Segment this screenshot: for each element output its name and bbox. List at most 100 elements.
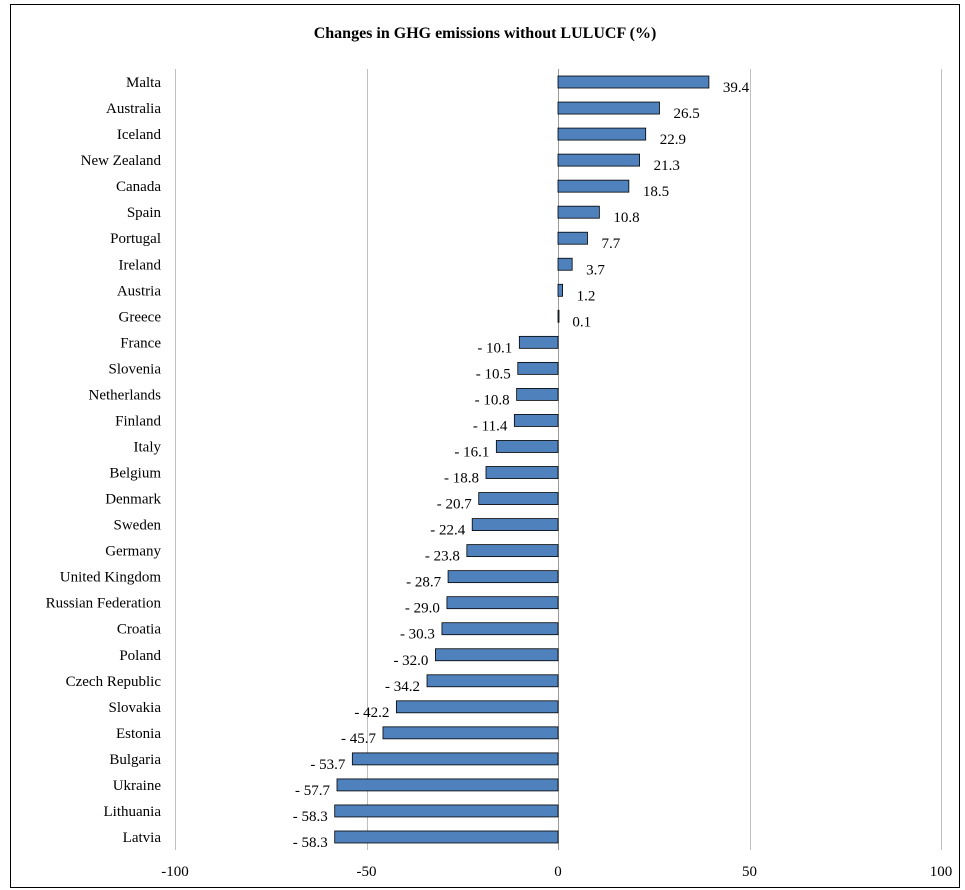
- data-label: - 16.1: [454, 444, 489, 460]
- x-tick-label: 50: [742, 864, 757, 880]
- bar: [516, 388, 559, 401]
- bar: [557, 257, 573, 271]
- bar: [351, 752, 559, 766]
- category-label: Finland: [115, 413, 161, 429]
- category-label: United Kingdom: [60, 570, 162, 586]
- bar: [495, 440, 559, 453]
- category-label: Italy: [134, 439, 162, 455]
- data-label: - 29.0: [405, 601, 440, 617]
- category-label: Canada: [116, 179, 161, 195]
- bar: [513, 414, 559, 427]
- x-tick-label: 100: [930, 864, 953, 880]
- data-label: - 18.8: [444, 471, 479, 487]
- bar: [447, 570, 559, 584]
- category-label: Bulgaria: [109, 752, 161, 768]
- data-label: - 10.5: [476, 366, 511, 382]
- category-label: Australia: [106, 101, 161, 117]
- data-label: - 10.8: [475, 392, 510, 408]
- data-label: - 34.2: [385, 679, 420, 695]
- data-label: - 30.3: [400, 627, 435, 643]
- category-label: Austria: [117, 283, 162, 299]
- bar: [517, 361, 559, 375]
- x-tick-label: -50: [357, 864, 377, 880]
- bar: [446, 596, 559, 610]
- category-label: Spain: [127, 205, 162, 221]
- bar: [382, 726, 559, 740]
- data-labels: 39.4 26.5 22.9 21.3 18.510.8 7.7 3.7 1.2 0.1 - 10…: [293, 80, 750, 851]
- category-label: Latvia: [123, 830, 162, 846]
- data-label: 0.1: [572, 314, 591, 330]
- data-label: - 11.4: [473, 418, 508, 434]
- category-label: Russian Federation: [46, 596, 162, 612]
- gridlines: [175, 69, 942, 850]
- category-label: Lithuania: [104, 804, 162, 820]
- bar: [336, 778, 559, 792]
- category-labels: Malta Australia Iceland New Zealand Canada Sp…: [46, 75, 162, 846]
- category-label: France: [120, 335, 161, 351]
- data-label: - 28.7: [406, 575, 441, 591]
- bar: [557, 205, 600, 219]
- category-label: Greece: [119, 309, 162, 325]
- data-label: 1.2: [577, 288, 596, 304]
- category-label: Ukraine: [113, 778, 162, 794]
- bar: [466, 544, 559, 558]
- category-label: Portugal: [110, 231, 161, 247]
- bar: [557, 101, 660, 115]
- bar: [557, 283, 563, 297]
- bar: [557, 153, 640, 167]
- data-label: - 53.7: [310, 757, 345, 773]
- data-label: 10.8: [613, 210, 639, 226]
- x-tick-label: -100: [161, 864, 189, 880]
- bar: [435, 648, 559, 662]
- bars: [334, 75, 710, 844]
- category-label: Poland: [119, 648, 161, 664]
- data-label: - 45.7: [341, 731, 376, 747]
- bar: [334, 804, 559, 818]
- data-label: - 22.4: [430, 523, 465, 539]
- chart-frame: [10, 4, 960, 888]
- category-label: Sweden: [114, 518, 162, 534]
- category-label: Belgium: [109, 466, 161, 482]
- data-label: - 42.2: [354, 705, 389, 721]
- bar: [478, 492, 559, 505]
- data-label: - 32.0: [393, 653, 428, 669]
- data-label: - 58.3: [293, 835, 328, 851]
- category-label: Ireland: [119, 257, 162, 273]
- data-label: 7.7: [601, 236, 620, 252]
- category-label: Slovenia: [109, 361, 162, 377]
- bar: [557, 127, 647, 141]
- category-label: Netherlands: [89, 387, 162, 403]
- bar: [557, 75, 710, 89]
- category-label: Slovakia: [109, 700, 162, 716]
- category-label: Denmark: [105, 492, 161, 508]
- data-label: - 20.7: [437, 497, 472, 513]
- data-label: - 23.8: [425, 549, 460, 565]
- bar: [557, 231, 588, 245]
- bar: [426, 674, 559, 688]
- x-tick-label: 0: [554, 864, 562, 880]
- bar: [441, 622, 559, 636]
- bar: [557, 179, 630, 193]
- bar: [395, 700, 559, 714]
- category-label: Germany: [105, 544, 161, 560]
- chart-title: Changes in GHG emissions without LULUCF …: [314, 25, 657, 42]
- data-label: - 57.7: [295, 783, 330, 799]
- data-label: 26.5: [673, 106, 699, 122]
- data-label: 18.5: [643, 184, 669, 200]
- category-label: Malta: [126, 75, 161, 91]
- bar: [334, 830, 559, 844]
- bar: [557, 309, 560, 323]
- category-label: Iceland: [117, 127, 162, 143]
- category-label: Czech Republic: [66, 674, 162, 690]
- category-label: Croatia: [117, 622, 161, 638]
- data-label: - 58.3: [293, 809, 328, 825]
- data-label: 22.9: [660, 132, 686, 148]
- x-axis-ticks: -100 -50 0 50 100: [161, 864, 952, 880]
- category-label: New Zealand: [81, 153, 162, 169]
- bar: [518, 335, 559, 349]
- bar: [471, 518, 559, 531]
- category-label: Estonia: [116, 726, 161, 742]
- data-label: - 10.1: [477, 340, 512, 356]
- data-label: 3.7: [586, 262, 605, 278]
